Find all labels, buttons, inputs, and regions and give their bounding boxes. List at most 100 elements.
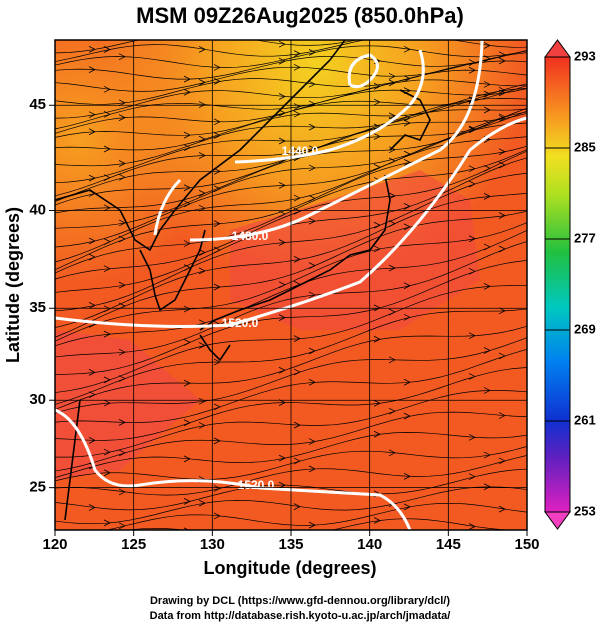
stream-arrow <box>483 164 491 172</box>
stream-arrow <box>118 235 126 243</box>
stream-arrow <box>278 281 286 289</box>
stream-arrow <box>308 217 316 225</box>
stream-arrow <box>403 412 411 420</box>
stream-arrow <box>278 57 286 65</box>
stream-arrow <box>483 243 491 251</box>
stream-arrow <box>403 472 411 480</box>
stream-arrow <box>278 239 286 246</box>
stream-arrow <box>118 449 126 457</box>
coastline <box>199 334 231 362</box>
x-tick-label: 125 <box>121 536 146 553</box>
stream-arrow <box>483 55 491 63</box>
streamline <box>126 518 527 530</box>
stream-arrow <box>308 194 316 202</box>
stream-arrow <box>308 465 316 473</box>
footer: Data from http://database.rish.kyoto-u.a… <box>150 610 451 622</box>
y-tick-label: 30 <box>29 391 46 408</box>
stream-arrow <box>198 499 206 507</box>
stream-arrow <box>308 49 316 56</box>
stream-arrow <box>469 25 475 31</box>
axes: 120 125 130 135 140 145 150 25 30 35 40 45 <box>29 40 540 553</box>
stream-arrow <box>118 522 126 530</box>
stream-arrow <box>498 161 506 169</box>
stream-arrow <box>468 523 476 530</box>
stream-arrow <box>373 98 381 106</box>
stream-arrow <box>118 375 126 382</box>
stream-arrow <box>498 57 506 65</box>
stream-arrow <box>498 113 506 121</box>
stream-arrow <box>103 238 111 245</box>
stream-arrow <box>213 283 221 291</box>
stream-arrow <box>88 174 96 182</box>
stream-arrow <box>198 267 206 275</box>
stream-arrow <box>388 146 396 154</box>
stream-arrow <box>88 368 96 376</box>
stream-arrow <box>88 66 96 74</box>
stream-arrow <box>403 223 411 231</box>
stream-arrow <box>183 338 191 346</box>
stream-arrow <box>403 159 411 166</box>
contour-label: 1440.0 <box>282 144 319 158</box>
stream-arrow <box>103 448 111 456</box>
stream-arrow <box>183 75 191 83</box>
stream-arrow <box>483 347 491 354</box>
coastline <box>64 399 81 521</box>
stream-arrow <box>483 282 491 290</box>
colorbar-extend <box>544 39 571 58</box>
stream-arrow <box>388 407 396 415</box>
stream-arrow <box>118 419 126 426</box>
stream-arrow <box>103 110 111 118</box>
stream-arrow <box>498 245 506 253</box>
stream-arrow <box>213 78 221 85</box>
stream-arrow <box>293 194 301 202</box>
stream-arrow <box>198 152 206 159</box>
stream-arrow <box>198 46 206 53</box>
stream-arrow <box>308 164 316 172</box>
stream-arrow <box>118 160 126 167</box>
stream-arrow <box>403 87 411 94</box>
x-tick-label: 120 <box>42 536 67 553</box>
stream-arrow <box>88 111 96 119</box>
stream-arrow <box>498 115 506 122</box>
stream-arrow <box>388 79 396 87</box>
stream-arrow <box>278 454 286 462</box>
stream-arrow <box>403 202 411 210</box>
stream-arrow <box>483 42 491 49</box>
stream-arrow <box>293 335 301 342</box>
stream-arrow <box>403 119 411 127</box>
stream-arrow <box>183 497 191 505</box>
stream-arrow <box>213 437 221 445</box>
stream-arrow <box>468 433 476 441</box>
stream-arrow <box>183 379 191 387</box>
stream-arrow <box>403 282 411 290</box>
stream-arrow <box>308 378 316 386</box>
stream-arrow <box>308 438 316 445</box>
stream-arrow <box>278 40 286 48</box>
colorbar-tick-label: 277 <box>574 230 596 245</box>
stream-arrow <box>198 249 206 256</box>
stream-arrow <box>468 126 476 134</box>
stream-arrow <box>88 46 96 53</box>
colorbar-extend <box>544 511 571 530</box>
stream-arrow <box>118 281 126 289</box>
stream-arrow <box>468 267 476 275</box>
colorbar-tick-label: 293 <box>574 48 596 63</box>
stream-arrow <box>308 80 316 88</box>
stream-arrow <box>308 123 316 131</box>
y-axis-label: Latitude (degrees) <box>3 207 23 363</box>
stream-arrow <box>293 63 301 71</box>
stream-arrow <box>183 240 191 247</box>
stream-arrow <box>118 53 126 61</box>
footer: Drawing by DCL (https://www.gfd-dennou.o… <box>150 595 450 607</box>
stream-arrow <box>293 110 301 118</box>
stream-arrow <box>88 504 96 511</box>
x-tick-label: 145 <box>436 536 461 553</box>
x-tick-label: 150 <box>514 536 539 553</box>
stream-arrow <box>213 512 221 520</box>
stream-arrow <box>88 391 96 399</box>
stream-arrow <box>183 88 191 96</box>
stream-arrow <box>183 419 191 427</box>
stream-arrow <box>278 314 286 322</box>
y-tick-label: 40 <box>29 201 46 218</box>
